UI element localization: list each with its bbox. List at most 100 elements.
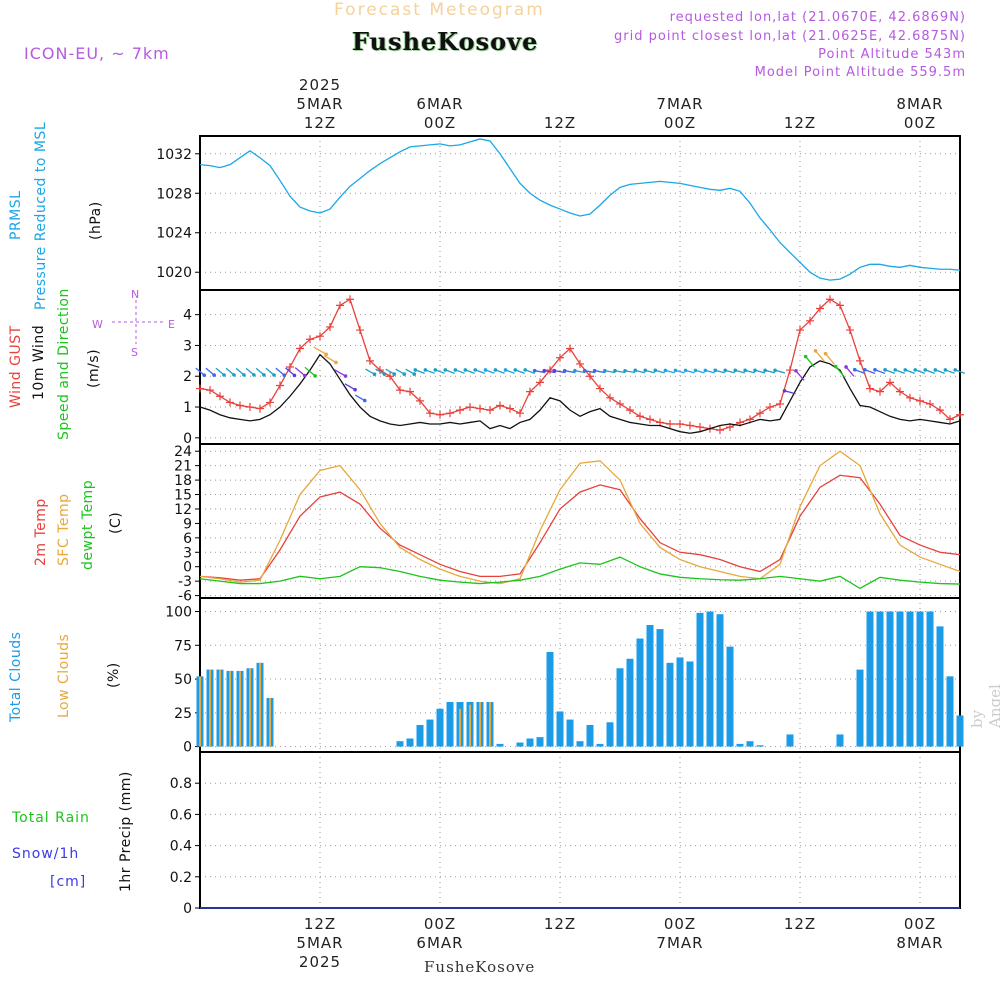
total-cloud-bar — [696, 612, 704, 747]
wind-arrow-head — [402, 372, 407, 376]
gust-marker — [246, 403, 254, 412]
gust-marker — [316, 332, 324, 341]
low-cloud-bar — [229, 670, 231, 747]
point-altitude: Point Altitude 543m — [818, 47, 966, 62]
total-cloud-bar — [716, 614, 724, 747]
model-altitude: Model Point Altitude 559.5m — [754, 65, 966, 80]
gust-marker — [446, 409, 454, 418]
gust-marker — [876, 387, 884, 396]
total-cloud-bar — [556, 711, 564, 747]
wind-arrow — [275, 367, 285, 376]
wind-arrow-head — [844, 365, 848, 369]
wind-arrow-head — [503, 368, 508, 372]
gust-marker — [546, 366, 554, 375]
low-cloud-bar — [489, 702, 491, 747]
gust-marker — [416, 396, 424, 405]
gust-marker — [526, 387, 534, 396]
y-tick-label: -3 — [178, 574, 192, 590]
total-cloud-bar — [956, 715, 964, 747]
total-cloud-bar — [616, 668, 624, 747]
y-tick-label: 0 — [183, 901, 192, 917]
compass-w: W — [92, 318, 103, 331]
wind-arrow-head — [873, 367, 877, 372]
wind-arrow-head — [703, 368, 708, 373]
gust-marker — [266, 398, 274, 407]
wind-arrow-head — [763, 368, 767, 373]
total-cloud-bar — [586, 724, 594, 747]
gust-marker — [576, 359, 584, 368]
y-tick-label: 100 — [165, 605, 192, 621]
total-cloud-bar — [726, 646, 734, 747]
time-label-top: 12Z — [784, 114, 816, 132]
wind-arrow-head — [933, 368, 938, 372]
y-tick-label: 0.6 — [170, 807, 192, 823]
total-cloud-bar — [546, 652, 554, 747]
wind-arrow-head — [353, 387, 357, 392]
time-label-bottom: 8MAR — [896, 934, 943, 952]
wind-arrow-head — [653, 368, 658, 373]
gust-marker — [536, 378, 544, 387]
wind-arrow-head — [552, 368, 557, 373]
gust-marker — [256, 404, 264, 413]
y-tick-label: 1028 — [156, 186, 192, 202]
gust-marker — [916, 396, 924, 405]
wind-arrow-head — [713, 368, 718, 373]
time-label-bottom: 2025 — [299, 953, 341, 971]
total-cloud-bar — [866, 611, 874, 747]
wind-arrow-head — [334, 360, 338, 365]
wind-arrow-head — [542, 368, 547, 373]
time-label-top: 8MAR — [896, 95, 943, 113]
gust-marker — [306, 335, 314, 344]
wind-arrow-head — [582, 368, 587, 373]
total-cloud-bar — [496, 743, 504, 747]
y-tick-label: 0.4 — [170, 839, 192, 855]
wind-arrow-head — [573, 368, 577, 373]
total-cloud-bar — [886, 611, 894, 747]
wind-arrow-head — [913, 368, 918, 372]
time-label-top: 12Z — [304, 114, 336, 132]
wind-arrow-head — [893, 368, 898, 372]
precip-label-snow: Snow/1h — [12, 846, 80, 862]
wind-arrow-head — [362, 398, 367, 403]
model-name: ICON-EU, ~ 7km — [24, 44, 170, 63]
total-cloud-bar — [686, 661, 694, 747]
total-cloud-bar — [836, 734, 844, 747]
wind-arrow-head — [343, 374, 348, 378]
wind-arrow-head — [723, 368, 728, 373]
series-line-wind-1 — [199, 353, 961, 434]
wind-arrow — [594, 370, 606, 374]
precip-label-rain: Total Rain — [12, 810, 90, 826]
time-label-bottom: 7MAR — [656, 934, 703, 952]
gust-marker — [466, 403, 474, 412]
gust-marker — [776, 399, 784, 408]
compass-cross — [112, 300, 164, 344]
wind-arrow-head — [453, 368, 458, 372]
wind-arrow-head — [433, 368, 438, 372]
y-tick-label: 75 — [174, 638, 192, 654]
time-label-top: 2025 — [299, 76, 341, 94]
wind-arrow-head — [463, 368, 468, 372]
wind-arrow — [805, 356, 815, 368]
time-label-top: 00Z — [904, 114, 936, 132]
y-tick-label: 3 — [183, 338, 192, 354]
total-cloud-bar — [526, 738, 534, 747]
time-label-bottom: 00Z — [424, 915, 456, 933]
gust-marker — [566, 344, 574, 353]
total-cloud-bar — [626, 658, 634, 747]
compass-s: S — [131, 346, 138, 359]
gust-marker — [636, 412, 644, 421]
gust-marker — [956, 410, 964, 419]
total-cloud-bar — [596, 743, 604, 747]
wind-arrow-head — [423, 368, 428, 372]
low-cloud-bar — [479, 702, 481, 747]
gust-marker — [396, 386, 404, 395]
series-line-temp-1 — [199, 450, 961, 585]
series-line-temp-2 — [199, 556, 961, 590]
wind-arrow-head — [473, 368, 478, 372]
total-cloud-bar — [736, 743, 744, 747]
low-cloud-bar — [459, 708, 461, 747]
wind-arrow-head — [953, 368, 958, 372]
wind-arrow — [825, 353, 835, 365]
gust-marker — [486, 406, 494, 415]
wind-arrow-head — [532, 368, 537, 373]
